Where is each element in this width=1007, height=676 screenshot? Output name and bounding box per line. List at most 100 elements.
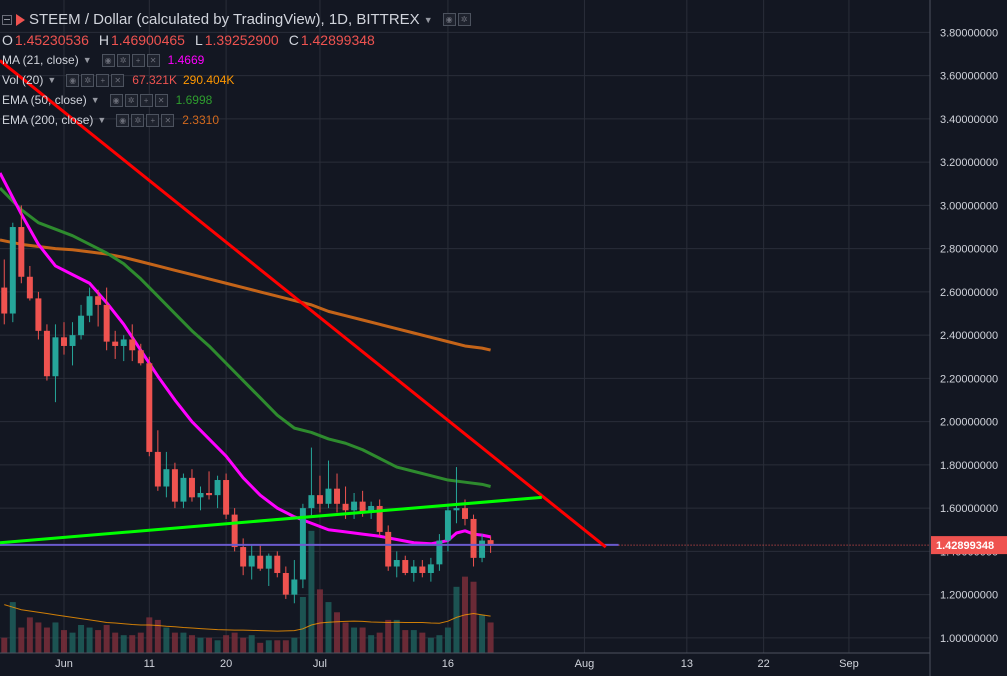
settings-icon[interactable]: ✲	[457, 13, 471, 26]
y-tick-label: 2.40000000	[940, 330, 998, 342]
indicator-row[interactable]: EMA (200, close) ▼ ◉ ✲ + ✕ 2.3310	[2, 113, 219, 127]
chevron-down-icon[interactable]: ▼	[90, 95, 100, 105]
volume-bar	[129, 635, 136, 653]
y-tick-label: 3.60000000	[940, 71, 998, 83]
eye-icon[interactable]: ◉	[66, 73, 80, 87]
volume-bar	[487, 622, 494, 653]
candle-body	[1, 287, 8, 314]
eye-icon[interactable]: ◉	[116, 113, 130, 127]
candle-body	[78, 315, 85, 336]
volume-bar	[9, 602, 16, 653]
candle-body	[248, 555, 255, 567]
ohlc-key: H	[98, 32, 109, 48]
candle-body	[231, 514, 238, 548]
candle-body	[223, 480, 230, 515]
volume-bar	[120, 635, 127, 653]
candle-body	[487, 540, 494, 546]
volume-bar	[26, 617, 33, 653]
symbol-header[interactable]: STEEM / Dollar (calculated by TradingVie…	[2, 11, 473, 28]
candle-body	[112, 341, 119, 346]
candle-body	[61, 337, 67, 346]
chevron-down-icon[interactable]: ▼	[47, 75, 57, 85]
ohlc-row: O 1.45230536 H 1.46900465 L 1.39252900 C 1.4289…	[2, 32, 385, 48]
volume-bar	[291, 637, 298, 653]
plus-icon[interactable]: +	[96, 73, 110, 87]
bittrex-flag-icon	[16, 13, 25, 26]
candle-body	[282, 572, 289, 595]
indicator-value: 290.404K	[183, 73, 235, 87]
volume-bar	[197, 637, 204, 653]
indicator-name: EMA (200, close)	[2, 113, 94, 127]
x-tick-label: Aug	[575, 658, 595, 670]
y-tick-label: 1.00000000	[940, 633, 998, 645]
volume-bar	[265, 640, 272, 653]
y-tick-label: 2.20000000	[940, 373, 998, 385]
candle-body	[385, 531, 392, 567]
candle-body	[240, 547, 247, 567]
chevron-down-icon[interactable]: ▼	[97, 115, 107, 125]
settings-icon[interactable]: ✲	[124, 93, 138, 107]
candle-body	[257, 555, 264, 569]
candle-body	[453, 508, 460, 511]
collapse-icon[interactable]	[2, 14, 12, 25]
plus-icon[interactable]: +	[131, 53, 145, 67]
indicator-row[interactable]: EMA (50, close) ▼ ◉ ✲ + ✕ 1.6998	[2, 93, 212, 107]
volume-bar	[325, 602, 332, 653]
plus-icon[interactable]: +	[146, 113, 160, 127]
plus-icon[interactable]: +	[139, 93, 153, 107]
settings-icon[interactable]: ✲	[131, 113, 145, 127]
green-trendline	[0, 495, 542, 545]
candle-body	[26, 276, 33, 299]
y-tick-label: 1.60000000	[940, 503, 998, 515]
close-icon[interactable]: ✕	[146, 53, 160, 67]
x-tick-label: 20	[220, 658, 232, 670]
x-tick-label: 13	[681, 658, 693, 670]
x-tick-label: Jul	[313, 658, 327, 670]
settings-icon[interactable]: ✲	[81, 73, 95, 87]
volume-bar	[163, 627, 170, 653]
settings-icon[interactable]: ✲	[116, 53, 130, 67]
volume-bar	[61, 630, 67, 653]
ema50-line	[0, 187, 491, 488]
candle-body	[52, 337, 59, 377]
chevron-down-icon[interactable]: ▼	[82, 55, 92, 65]
trendlines[interactable]	[0, 59, 930, 549]
volume-bar	[78, 625, 85, 653]
volume-bar	[359, 627, 366, 653]
chevron-down-icon[interactable]: ▼	[423, 14, 433, 25]
candle-body	[180, 477, 187, 502]
ma21-line	[0, 172, 491, 546]
indicator-value: 1.4669	[167, 53, 205, 67]
y-tick-label: 2.80000000	[940, 244, 998, 256]
y-tick-label: 1.80000000	[940, 460, 998, 472]
close-icon[interactable]: ✕	[111, 73, 125, 87]
ohlc-key: O	[2, 32, 13, 48]
indicator-row[interactable]: MA (21, close) ▼ ◉ ✲ + ✕ 1.4669	[2, 53, 204, 67]
candle-body	[427, 564, 434, 573]
volume-bar	[146, 617, 153, 653]
candle-body	[436, 540, 443, 565]
eye-icon[interactable]: ◉	[101, 53, 115, 67]
indicator-value: 67.321K	[132, 73, 177, 87]
eye-icon[interactable]: ◉	[442, 13, 456, 26]
candle-body	[368, 505, 375, 513]
close-icon[interactable]: ✕	[154, 93, 168, 107]
close-icon[interactable]: ✕	[161, 113, 175, 127]
volume-bar	[112, 632, 119, 653]
volume-bar	[257, 642, 264, 653]
x-tick-label: 16	[442, 658, 454, 670]
volume-bar	[52, 622, 59, 653]
volume-bar	[402, 630, 409, 653]
eye-icon[interactable]: ◉	[109, 93, 123, 107]
candle-body	[206, 492, 213, 496]
y-tick-label: 3.80000000	[940, 27, 998, 39]
volume-bar	[299, 597, 306, 653]
volume-bar	[368, 635, 375, 653]
indicator-row[interactable]: Vol (20) ▼ ◉ ✲ + ✕ 67.321K 290.404K	[2, 73, 234, 87]
candle-body	[103, 304, 110, 342]
volume-bar	[444, 627, 451, 653]
candle-body	[359, 501, 366, 513]
symbol-tools: ◉ ✲	[442, 13, 473, 26]
